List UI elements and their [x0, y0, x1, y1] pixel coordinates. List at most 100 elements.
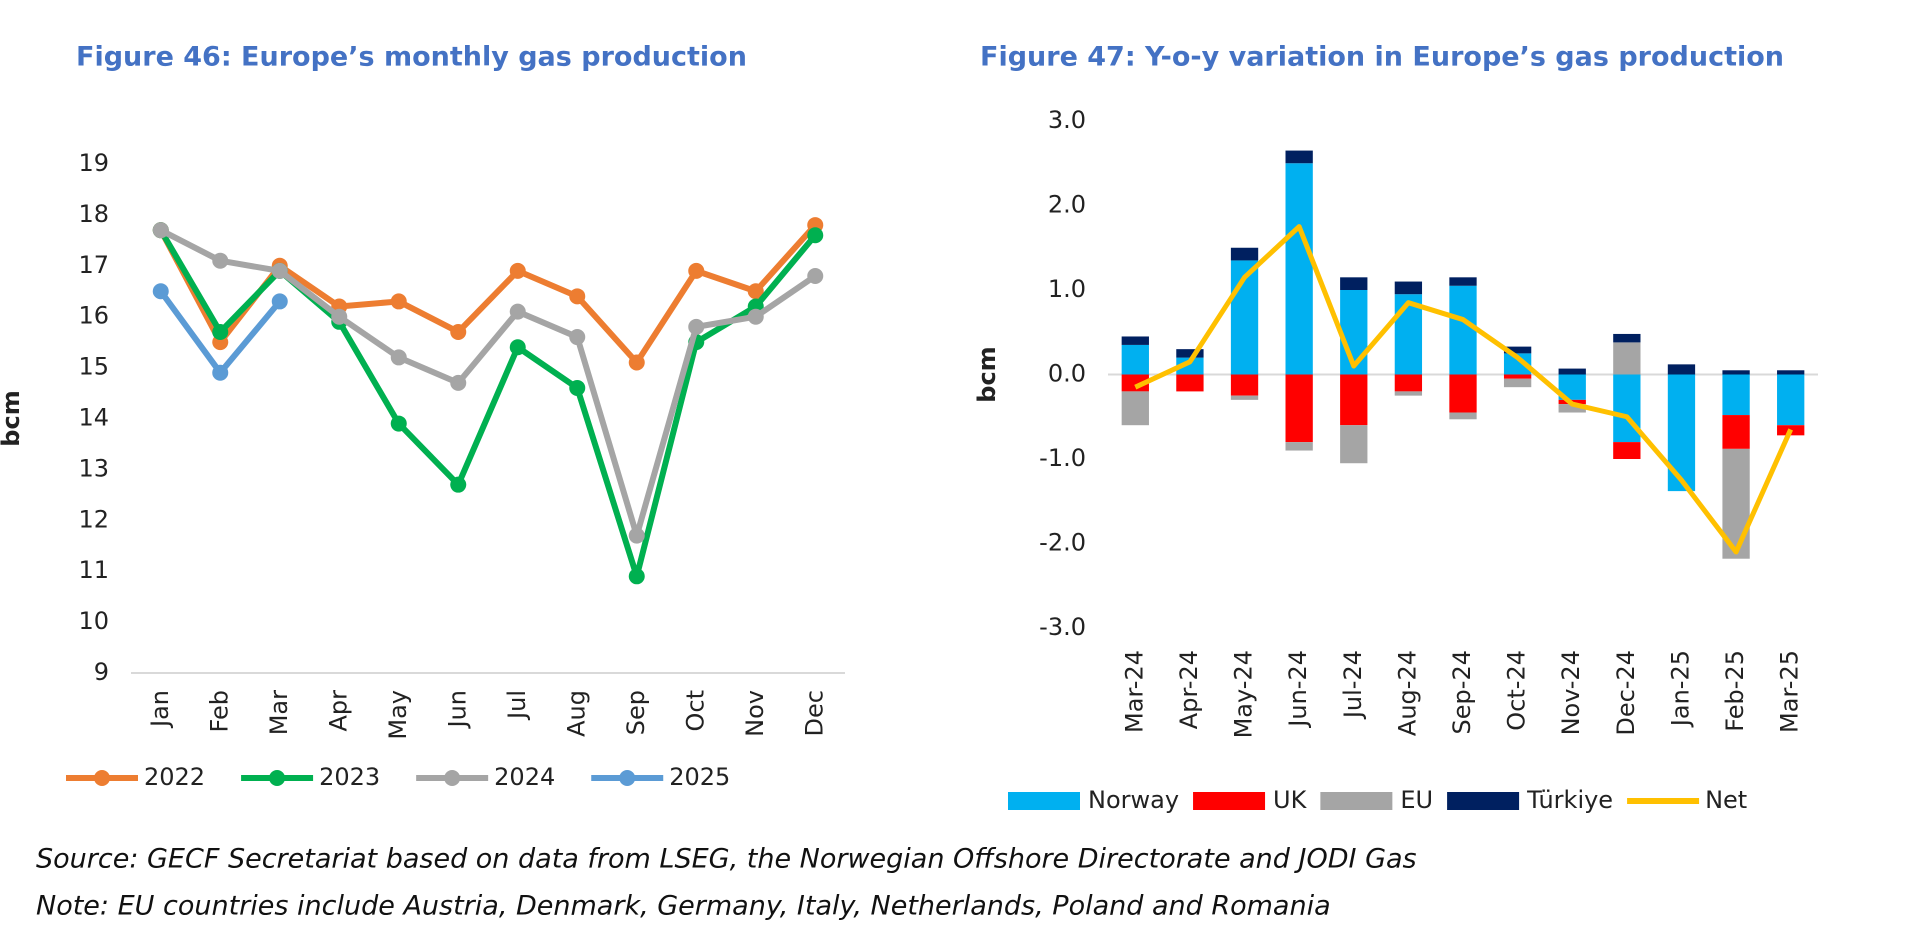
x-tick-label: Jul	[503, 690, 531, 721]
line	[159, 227, 817, 539]
y-tick-label: 16	[78, 302, 109, 330]
y-tick-label: 11	[78, 556, 109, 584]
legend-marker	[444, 770, 461, 786]
x-tick-label: Dec	[800, 690, 828, 736]
bar	[1285, 374, 1313, 443]
legend-label: UK	[1273, 786, 1308, 814]
bar	[1176, 374, 1204, 392]
source: Source: GECF Secretariat based on data f…	[36, 844, 1417, 875]
bar	[1503, 353, 1532, 375]
marker	[688, 262, 705, 279]
marker	[450, 323, 467, 340]
bar	[1777, 374, 1805, 426]
x-tick-label: Mar-24	[1120, 650, 1148, 733]
x-tick-label: Sep-24	[1448, 650, 1476, 734]
marker	[271, 262, 288, 279]
x-tick-label: Mar	[265, 690, 293, 735]
bar	[1558, 404, 1586, 413]
bar	[1722, 374, 1750, 416]
x-tick-label: Nov-24	[1557, 650, 1585, 735]
bar	[1230, 374, 1259, 396]
y-tick-label: 18	[78, 200, 109, 228]
y-tick-label: -2.0	[1039, 529, 1086, 557]
marker	[390, 415, 407, 432]
legend-label: Türkiye	[1526, 786, 1613, 814]
legend-label: EU	[1400, 786, 1433, 814]
y-tick-label: -1.0	[1039, 444, 1086, 472]
bar	[1503, 378, 1532, 388]
y-tick-label: -3.0	[1039, 613, 1086, 641]
chart-title: Figure 47: Y-o-y variation in Europe’s g…	[980, 42, 1784, 73]
x-tick-label: Dec-24	[1612, 650, 1640, 736]
marker	[509, 339, 526, 356]
bar	[1285, 163, 1313, 375]
marker	[450, 374, 467, 391]
bar	[1394, 374, 1423, 392]
bar	[1449, 277, 1477, 286]
marker	[212, 364, 229, 381]
chart-title: Figure 46: Europe’s monthly gas producti…	[76, 42, 747, 73]
marker	[807, 267, 824, 284]
bar	[1613, 342, 1641, 375]
bar	[1340, 425, 1368, 464]
bar	[1667, 374, 1696, 492]
bar	[1121, 391, 1149, 426]
line	[1134, 224, 1793, 555]
bar	[1176, 349, 1204, 358]
marker	[390, 293, 407, 310]
bar	[1340, 277, 1368, 290]
legend-label: 2025	[669, 763, 730, 791]
x-tick-label: May	[384, 690, 412, 740]
marker	[212, 323, 229, 340]
bar	[1503, 346, 1532, 354]
marker	[628, 568, 645, 585]
y-tick-label: 12	[78, 505, 109, 533]
marker	[509, 303, 526, 320]
x-tick-label: Nov	[741, 690, 769, 737]
y-tick-label: 13	[78, 454, 109, 482]
bar	[1340, 374, 1368, 426]
bar	[1121, 374, 1149, 392]
legend-marker	[619, 770, 636, 786]
y-tick-label: 10	[78, 607, 109, 635]
y-tick-label: 19	[78, 149, 109, 177]
bar	[1449, 374, 1477, 413]
marker	[271, 293, 288, 310]
legend-swatch	[1008, 792, 1080, 810]
legend-label: Norway	[1088, 786, 1179, 814]
y-tick-label: 14	[78, 404, 109, 432]
legend-label: Net	[1705, 786, 1747, 814]
bar	[1777, 370, 1805, 375]
x-tick-label: Oct-24	[1503, 650, 1531, 731]
y-tick-label: 1.0	[1048, 275, 1086, 303]
x-tick-label: Apr-24	[1175, 650, 1203, 729]
y-tick-label: 9	[94, 658, 109, 686]
marker	[807, 227, 824, 244]
bar	[1394, 391, 1423, 396]
bar	[1613, 442, 1641, 459]
bar	[1722, 370, 1750, 375]
x-tick-label: Jan	[146, 690, 174, 729]
marker	[569, 288, 586, 305]
bar	[1503, 374, 1532, 379]
bar	[1230, 247, 1259, 261]
bar	[1558, 368, 1586, 375]
legend-label: 2022	[144, 763, 205, 791]
legend-swatch	[1320, 792, 1393, 810]
bar	[1722, 415, 1750, 449]
y-tick-label: 0.0	[1048, 360, 1086, 388]
legend-marker	[269, 770, 286, 786]
y-axis-label: bcm	[973, 346, 1001, 402]
legend-marker	[94, 770, 110, 786]
x-tick-label: Oct	[681, 690, 709, 732]
y-tick-label: 15	[78, 353, 109, 381]
bar	[1121, 336, 1149, 345]
note: Note: EU countries include Austria, Denm…	[36, 891, 1331, 922]
bar	[1176, 357, 1204, 375]
marker	[688, 318, 705, 335]
x-tick-label: Jun	[443, 690, 471, 730]
bar	[1449, 285, 1477, 375]
bar	[1394, 281, 1423, 295]
bar	[1285, 442, 1313, 451]
legend-swatch	[1193, 792, 1266, 810]
